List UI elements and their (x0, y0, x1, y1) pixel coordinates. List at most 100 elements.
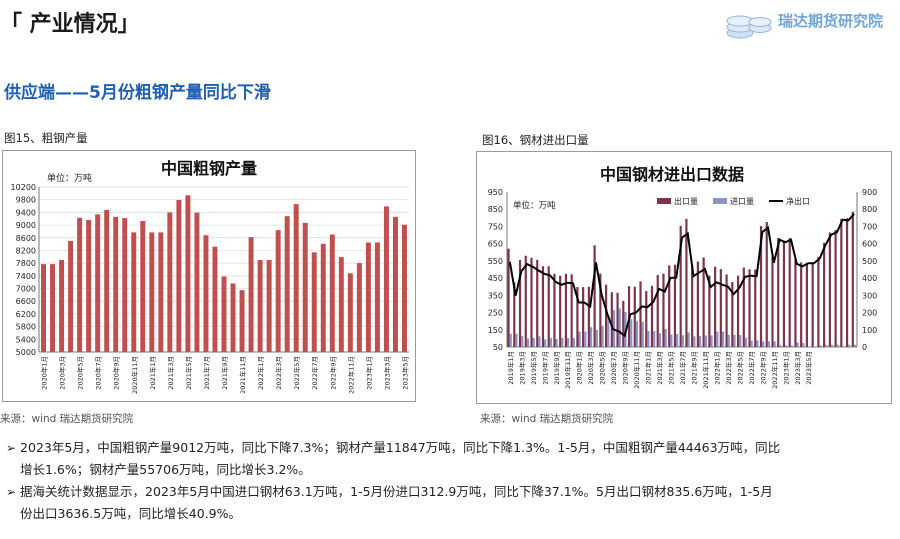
export-bar (616, 292, 619, 347)
import-bar (584, 331, 587, 347)
export-bar (513, 282, 516, 347)
import-bar (808, 346, 811, 347)
export-bar (536, 259, 539, 347)
x-tick-label: 2020年7月 (609, 351, 618, 385)
import-bar (785, 345, 788, 347)
x-tick-label: 2020年5月 (76, 356, 85, 390)
import-bar (739, 334, 742, 347)
export-bar (782, 240, 786, 347)
legend-label-import: 进口量 (730, 197, 754, 206)
import-bar (612, 309, 616, 347)
export-bar (610, 292, 613, 347)
import-bar (813, 346, 816, 347)
bar (86, 220, 92, 352)
x-tick-label: 2021年3月 (655, 351, 664, 385)
export-bar (765, 221, 768, 347)
x-tick-label: 2020年1月 (575, 351, 584, 385)
y2-tick-label: 400 (862, 274, 877, 283)
import-bar (653, 330, 656, 347)
y-tick-label: 9800 (16, 196, 36, 205)
chart-trade-frame: 中国钢材进出口数据 单位：万吨 50 150 250 350 450 550 650 750 850… (476, 151, 892, 404)
export-bar (851, 211, 854, 347)
x-tick-label: 2021年7月 (678, 351, 687, 385)
bullet-item: 份出口3636.5万吨，同比增长40.9%。 (6, 503, 780, 525)
export-bar (668, 265, 671, 347)
x-tick-label: 2021年5月 (667, 351, 676, 385)
y2-tick-label: 200 (862, 309, 877, 318)
y-tick-label: 150 (488, 326, 503, 335)
export-bar (541, 266, 545, 347)
export-bar (593, 245, 596, 347)
y-tick-label: 9400 (16, 208, 36, 217)
x-tick-label: 2019年11月 (563, 351, 572, 389)
export-bar (679, 225, 682, 347)
x-tick-label: 2021年11月 (701, 351, 710, 389)
y-tick-label: 5400 (16, 335, 36, 344)
bar (230, 283, 236, 352)
y-tick-label: 5800 (16, 323, 36, 332)
x-tick-label: 2020年9月 (621, 351, 630, 385)
export-bar (840, 218, 843, 347)
x-tick-label: 2022年7月 (310, 356, 319, 390)
y-tick-label: 7400 (16, 272, 36, 281)
export-bar (570, 274, 573, 347)
x-tick-label: 2021年11月 (238, 356, 247, 394)
bar (203, 235, 209, 352)
bar (158, 232, 164, 352)
export-bar (633, 286, 636, 347)
import-bar (842, 346, 845, 347)
bar (77, 217, 83, 352)
import-bar (693, 336, 696, 347)
import-bar (515, 333, 518, 347)
y-tick-label: 650 (488, 240, 503, 249)
import-bar (595, 329, 598, 347)
x-tick-label: 2019年3月 (517, 351, 526, 385)
import-bar (802, 343, 805, 347)
import-bar (830, 344, 834, 347)
bar (104, 209, 110, 352)
x-tick-label: 2022年11月 (770, 351, 779, 389)
bullet-list: ➢ 2023年5月，中国粗钢产量9012万吨，同比下降7.3%；钢材产量1184… (6, 437, 780, 525)
x-tick-label: 2020年3月 (586, 351, 595, 385)
export-bar (524, 255, 527, 347)
bar (221, 276, 227, 352)
x-tick-label: 2022年7月 (747, 351, 756, 385)
bar (41, 264, 46, 352)
import-bar (676, 334, 679, 347)
import-bar (549, 337, 552, 347)
bar (95, 214, 101, 352)
x-tick-label: 2022年1月 (712, 351, 721, 385)
x-tick-label: 2023年3月 (793, 351, 802, 385)
export-bar (834, 230, 837, 347)
x-tick-label: 2020年7月 (94, 356, 103, 390)
y2-tick-label: 300 (862, 291, 877, 300)
unit-label: 单位：万吨 (47, 172, 92, 184)
import-bar (578, 331, 581, 347)
bar (248, 237, 254, 352)
import-bar (658, 333, 661, 347)
export-bar (673, 264, 677, 347)
import-bar (796, 342, 799, 347)
bar (365, 242, 371, 352)
y-tick-label: 7000 (16, 285, 36, 294)
bar (131, 232, 137, 352)
x-tick-label: 2021年9月 (689, 351, 698, 385)
bullet-text: 据海关统计数据显示，2023年5月中国进口钢材63.1万吨，1-5月份进口312… (20, 484, 773, 499)
import-bar (670, 334, 673, 347)
import-bar (687, 332, 690, 347)
import-bar (698, 336, 702, 347)
export-bar (587, 286, 590, 347)
x-tick-label: 2020年3月 (58, 356, 67, 390)
figure-15-source: 来源：wind 瑞达期货研究院 (0, 413, 134, 425)
export-bar (507, 248, 510, 347)
import-bar (773, 341, 776, 347)
y2-tick-label: 0 (862, 343, 867, 352)
x-tick-label: 2023年5月 (804, 351, 813, 385)
y2-tick-label: 800 (862, 205, 877, 214)
import-bar (641, 321, 644, 347)
export-bar (736, 275, 740, 347)
export-bar (645, 291, 648, 347)
x-tick-label: 2020年11月 (632, 351, 641, 389)
import-bar (721, 331, 725, 347)
